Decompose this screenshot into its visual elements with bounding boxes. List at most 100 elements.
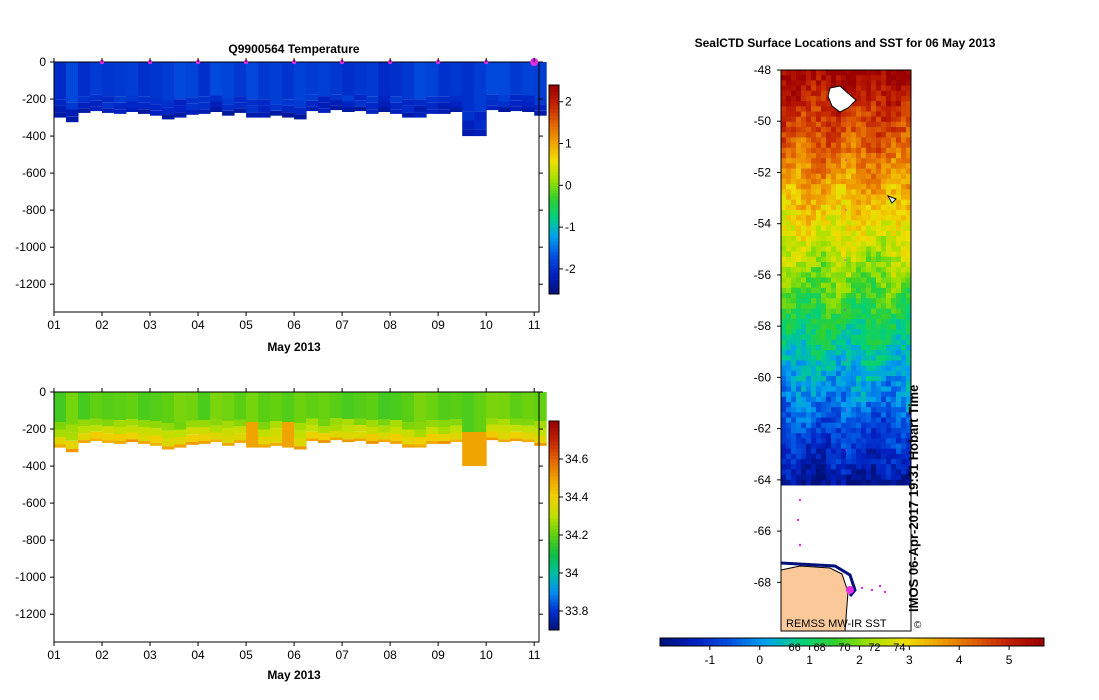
sst-cell [836, 194, 842, 201]
sst-cell [856, 251, 862, 258]
temperature-cell [66, 109, 79, 117]
salinity-cell [354, 438, 367, 442]
sst-cell [841, 438, 847, 444]
sst-cell [836, 318, 842, 325]
sst-cell [801, 132, 807, 138]
sst-cell [861, 479, 867, 486]
sst-cell [816, 158, 822, 164]
sst-cell [796, 137, 802, 144]
sst-cell [821, 433, 827, 439]
temperature-cell [54, 112, 67, 118]
sst-cell [866, 422, 872, 429]
sst-cell [801, 433, 807, 439]
sst-cell [781, 381, 787, 387]
sst-cell [826, 80, 832, 87]
sst-cell [801, 277, 807, 284]
sst-cell [781, 210, 787, 216]
sst-cell [881, 350, 887, 356]
colorbar-tick-label: 33.8 [565, 604, 589, 618]
sst-cell [881, 329, 887, 336]
sst-cell [851, 318, 857, 325]
sst-cell [786, 153, 792, 159]
temperature-cell [354, 106, 367, 112]
sst-cell [791, 168, 797, 175]
salinity-section-panel: 0-200-400-600-800-1000-1200 01 02 03 04 05 06… [15, 385, 588, 682]
sst-cell [836, 479, 842, 486]
sst-cell [801, 267, 807, 273]
sst-cell [851, 121, 857, 128]
sst-cell [891, 106, 897, 112]
sst-cell [881, 147, 887, 154]
sst-cell [826, 235, 832, 242]
sst-cell [871, 137, 877, 144]
salinity-cell [354, 392, 367, 419]
sst-cell [836, 251, 842, 258]
sst-cell [891, 401, 897, 408]
sst-cell [871, 365, 877, 372]
sst-cell [861, 95, 867, 102]
sst-cell [781, 438, 787, 444]
sst-cell [886, 215, 892, 221]
temperature-cell [318, 108, 331, 113]
sst-cell [796, 287, 802, 294]
sst-cell [906, 127, 912, 133]
sst-cell [876, 427, 882, 434]
temperature-cell [306, 100, 319, 107]
sst-cell [896, 184, 902, 190]
sst-cell [791, 210, 797, 216]
sst-cell [856, 153, 862, 159]
salinity-cell [186, 427, 199, 435]
sst-cell [891, 365, 897, 372]
sst-colorbar: -1 0 1 2 3 4 566 68 70 72 74 [659, 637, 1045, 667]
sst-cell [896, 210, 902, 216]
sst-cell [791, 277, 797, 284]
sst-cell [866, 339, 872, 346]
sst-cell [876, 251, 882, 258]
sst-cell [906, 401, 912, 408]
sst-cell [831, 386, 837, 393]
colorbar-segment [861, 638, 867, 646]
sst-cell [841, 427, 847, 434]
sst-cell [816, 282, 822, 289]
temperature-cell [90, 94, 103, 101]
sst-cell [841, 287, 847, 294]
sst-cell [826, 360, 832, 367]
sst-cell [816, 422, 822, 429]
sst-cell [891, 189, 897, 195]
sst-cell [821, 204, 827, 211]
sst-cell [886, 433, 892, 439]
sst-cell [836, 241, 842, 247]
sst-cell [866, 204, 872, 211]
sst-cell [881, 116, 887, 123]
sst-cell [891, 334, 897, 341]
sst-cell [821, 246, 827, 253]
sst-cell [846, 225, 852, 232]
sst-cell [891, 443, 897, 450]
y-tick-label: 0 [39, 55, 46, 69]
sst-cell [876, 272, 882, 278]
colorbar-tick-label: 34.6 [565, 452, 589, 466]
sst-cell [856, 448, 862, 455]
sst-cell [826, 329, 832, 336]
sst-map-title: SealCTD Surface Locations and SST for 06… [695, 36, 996, 50]
colorbar-segment [549, 220, 559, 225]
colorbar-segment [549, 123, 559, 128]
sst-cell [851, 313, 857, 320]
sst-cell [881, 215, 887, 221]
sst-cell [866, 272, 872, 278]
temperature-cell [162, 107, 175, 115]
sst-cell [866, 153, 872, 159]
sst-cell [856, 111, 862, 118]
sst-cell [856, 158, 862, 164]
sst-cell [906, 272, 912, 278]
sst-cell [886, 308, 892, 315]
sst-cell [866, 168, 872, 175]
sst-cell [786, 417, 792, 424]
sst-cell [801, 474, 807, 481]
sst-cell [791, 365, 797, 372]
sst-cell [831, 261, 837, 268]
salinity-cell [258, 429, 271, 437]
sst-cell [871, 215, 877, 221]
sst-cell [816, 350, 822, 356]
temperature-cell [210, 101, 223, 108]
